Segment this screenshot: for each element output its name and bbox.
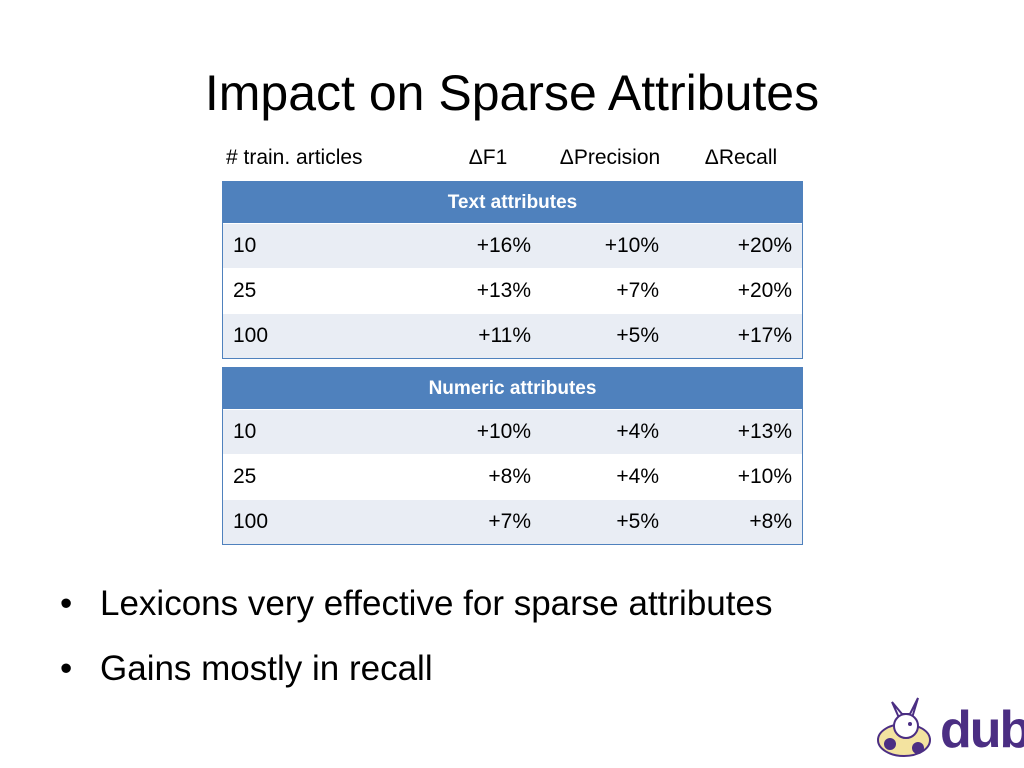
table-cell: +4% [616,465,659,488]
table-cell: +7% [488,510,531,533]
table-cell: +10% [737,465,792,488]
logo-text: dub [940,701,1024,759]
table-cell: +4% [616,420,659,443]
table-cell: +13% [476,279,531,302]
data-table: Text attributes 10 +16% +10% +20% 25 +13% +7% +2… [222,181,803,359]
table-row: 25 +8% +4% +10% [223,454,802,499]
table-cell: +20% [737,234,792,257]
table-row: 100 +11% +5% +17% [223,313,802,358]
table-cell: +5% [616,324,659,347]
bullet-marker: • [60,584,73,623]
table-cell: +10% [476,420,531,443]
bullet-text: Lexicons very effective for sparse attri… [100,584,773,623]
table-cell: +13% [737,420,792,443]
table-cell: +17% [737,324,792,347]
table-section-header: Text attributes [223,182,802,223]
table-cell: 100 [233,324,269,347]
bullet-text: Gains mostly in recall [100,649,433,688]
table-cell: +8% [749,510,792,533]
column-header: ΔRecall [704,146,778,169]
table-cell: 25 [233,465,257,488]
table-cell: +11% [478,324,531,347]
table-cell: 10 [233,234,257,257]
bullet-marker: • [60,649,73,688]
table-cell: +20% [737,279,792,302]
slide-title: Impact on Sparse Attributes [204,65,820,121]
logo-mascot [877,697,931,757]
table-cell: +10% [604,234,659,257]
table-cell: +7% [616,279,659,302]
table-section-header: Numeric attributes [223,368,802,409]
table-cell: 25 [233,279,257,302]
table-row: 25 +13% +7% +20% [223,268,802,313]
table-cell: +5% [616,510,659,533]
bullet-item: • Gains mostly in recall [60,649,433,689]
column-header: ΔF1 [468,146,508,169]
table-row: 100 +7% +5% +8% [223,499,802,544]
table-cell: 10 [233,420,257,443]
column-header: # train. articles [226,146,363,169]
table-cell: +16% [476,234,531,257]
table-row: 10 +10% +4% +13% [223,409,802,454]
data-table: Numeric attributes 10 +10% +4% +13% 25 +8% +4% +… [222,367,803,545]
column-header: ΔPrecision [559,146,661,169]
table-row: 10 +16% +10% +20% [223,223,802,268]
bullet-item: • Lexicons very effective for sparse attr… [60,584,772,624]
table-cell: +8% [488,465,531,488]
table-cell: 100 [233,510,269,533]
